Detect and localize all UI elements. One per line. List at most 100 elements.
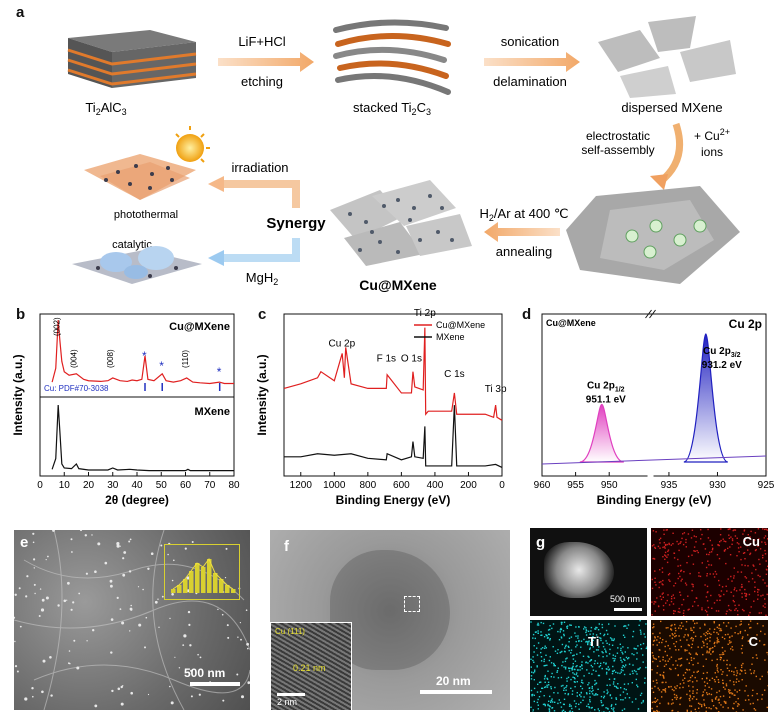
eds-pixel bbox=[685, 546, 687, 548]
cu2p-peak-label: Cu 2p1/2 bbox=[587, 380, 625, 393]
eds-pixel bbox=[532, 709, 534, 711]
anneal-bottom: annealing bbox=[496, 244, 552, 259]
eds-pixel bbox=[556, 652, 559, 654]
sem-particle bbox=[187, 610, 191, 614]
eds-pixel bbox=[711, 659, 713, 662]
xps-peak-label: Cu 2p bbox=[329, 338, 356, 349]
eds-pixel bbox=[605, 662, 607, 664]
eds-pixel bbox=[744, 592, 746, 595]
eds-pixel bbox=[596, 662, 599, 664]
eds-pixel bbox=[708, 652, 710, 654]
eds-pixel bbox=[571, 669, 573, 671]
eds-pixel bbox=[615, 685, 617, 688]
xrd-frame bbox=[39, 313, 235, 477]
eds-pixel bbox=[587, 643, 589, 646]
hist-bar bbox=[201, 567, 206, 593]
eds-pixel bbox=[546, 634, 548, 637]
eds-pixel bbox=[589, 701, 591, 703]
eds-pixel bbox=[624, 651, 626, 653]
eds-pixel bbox=[718, 624, 721, 626]
eds-pixel bbox=[653, 701, 655, 703]
eds-pixel bbox=[696, 689, 698, 691]
eds-pixel bbox=[739, 673, 741, 675]
eds-pixel bbox=[590, 626, 593, 629]
eds-pixel bbox=[615, 697, 617, 699]
eds-pixel bbox=[693, 550, 695, 552]
eds-pixel bbox=[651, 701, 654, 704]
eds-pixel bbox=[549, 695, 551, 698]
eds-pixel bbox=[737, 633, 739, 635]
eds-pixel bbox=[752, 702, 754, 705]
eds-pixel bbox=[561, 643, 564, 646]
eds-pixel bbox=[536, 666, 538, 668]
eds-pixel bbox=[652, 660, 654, 663]
eds-pixel bbox=[693, 657, 695, 660]
eds-pixel bbox=[537, 704, 539, 706]
eds-pixel bbox=[666, 529, 668, 531]
eds-pixel bbox=[556, 670, 559, 672]
eds-pixel bbox=[657, 605, 660, 607]
eds-pixel bbox=[564, 668, 567, 670]
eds-pixel bbox=[596, 627, 598, 629]
eds-pixel bbox=[755, 654, 758, 656]
eds-pixel bbox=[719, 654, 721, 656]
eds-pixel bbox=[621, 651, 623, 654]
eds-pixel bbox=[767, 671, 768, 673]
eds-pixel bbox=[747, 565, 749, 567]
eds-pixel bbox=[568, 637, 571, 639]
eds-pixel bbox=[570, 667, 572, 669]
eds-pixel bbox=[682, 625, 684, 627]
eds-pixel bbox=[696, 680, 698, 682]
eds-pixel bbox=[696, 550, 698, 552]
tem-image: Cu (111) 0.21 nm 2 nm 20 nm f bbox=[270, 530, 510, 710]
eds-pixel bbox=[752, 689, 754, 691]
xrd-tick-label: 20 bbox=[83, 480, 95, 491]
eds-pixel bbox=[615, 671, 617, 673]
tem-selection-box bbox=[404, 596, 420, 612]
eds-pixel bbox=[611, 644, 614, 646]
eds-pixel bbox=[653, 710, 655, 712]
sem-particle bbox=[33, 567, 35, 569]
eds-pixel bbox=[545, 654, 547, 656]
xps-peak-label: Ti 3p bbox=[485, 384, 507, 395]
eds-pixel bbox=[608, 653, 611, 655]
eds-pixel bbox=[715, 696, 718, 698]
eds-pixel bbox=[684, 650, 686, 652]
eds-pixel bbox=[656, 699, 659, 701]
eds-pixel bbox=[550, 676, 552, 678]
eds-pixel bbox=[728, 528, 731, 530]
eds-pixel bbox=[680, 569, 683, 572]
eds-pixel bbox=[637, 668, 639, 670]
cu2p-energy-label: 951.1 eV bbox=[586, 394, 626, 405]
eds-pixel bbox=[550, 686, 552, 688]
eds-pixel bbox=[585, 627, 587, 629]
eds-pixel bbox=[652, 680, 655, 682]
eds-pixel bbox=[588, 706, 590, 708]
eds-pixel bbox=[708, 686, 710, 688]
eds-pixel bbox=[638, 624, 640, 626]
eds-pixel bbox=[714, 645, 716, 647]
eds-pixel bbox=[670, 598, 673, 600]
panel-g-label: g bbox=[536, 534, 546, 551]
eds-pixel bbox=[698, 572, 700, 574]
eds-pixel bbox=[700, 538, 702, 540]
eds-pixel bbox=[651, 587, 654, 590]
eds-pixel bbox=[692, 638, 694, 640]
eds-pixel bbox=[561, 664, 563, 667]
eds-pixel bbox=[544, 681, 546, 683]
eds-pixel bbox=[605, 707, 607, 709]
eds-pixel bbox=[534, 637, 536, 640]
eds-pixel bbox=[574, 632, 576, 634]
eds-pixel bbox=[747, 640, 750, 642]
eds-pixel bbox=[745, 685, 747, 687]
eds-pixel bbox=[550, 662, 553, 664]
eds-pixel bbox=[606, 684, 608, 686]
eds-pixel bbox=[629, 673, 631, 675]
cu2p-frame bbox=[541, 313, 767, 477]
eds-pixel bbox=[721, 586, 724, 588]
sem-particle bbox=[123, 551, 127, 554]
eds-pixel bbox=[661, 571, 664, 573]
eds-pixel bbox=[572, 658, 575, 660]
eds-pixel bbox=[753, 708, 755, 710]
eds-pixel bbox=[600, 662, 602, 665]
